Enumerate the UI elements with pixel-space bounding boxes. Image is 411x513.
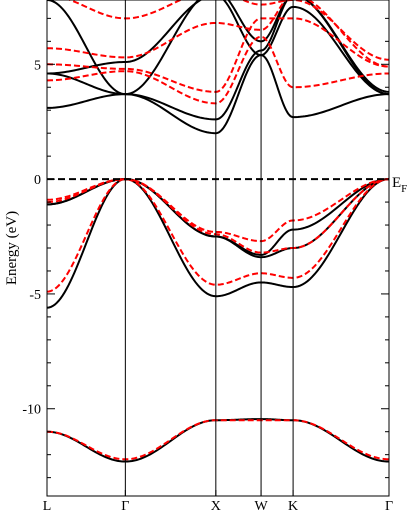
band-line-dashed-14	[47, 17, 389, 93]
x-tick-label: L	[43, 499, 52, 513]
band-line-solid-1	[47, 418, 389, 463]
band-line-dashed-16	[67, 0, 389, 61]
band-line-solid-2	[47, 178, 389, 309]
band-line-dashed-12	[47, 178, 389, 243]
band-line-dashed-11	[47, 178, 389, 254]
high-symmetry-lines	[124, 0, 294, 496]
y-tick-label: -10	[22, 403, 41, 418]
band-line-dashed-10	[47, 178, 389, 293]
x-tick-label: Γ	[385, 499, 393, 513]
band-line-solid-5	[47, 54, 389, 135]
x-tick-label: W	[254, 499, 268, 513]
x-tick-label: X	[211, 499, 221, 513]
y-tick-label: -5	[29, 288, 41, 303]
x-tick-label: Γ	[121, 499, 129, 513]
band-lines	[47, 0, 389, 463]
y-tick-label: 5	[34, 58, 41, 73]
fermi-label-sub: F	[401, 183, 407, 195]
fermi-label-main: E	[392, 175, 401, 191]
fermi-level-label: EF	[392, 175, 407, 195]
band-line-solid-7	[47, 0, 389, 96]
band-line-dashed-13	[47, 35, 389, 105]
y-ticks: 5 0 -5 -10	[22, 17, 389, 479]
y-tick-label: 0	[34, 173, 41, 188]
band-line-solid-8	[47, 0, 389, 96]
y-axis-label: Energy (eV)	[4, 211, 20, 285]
x-tick-label: K	[288, 499, 298, 513]
